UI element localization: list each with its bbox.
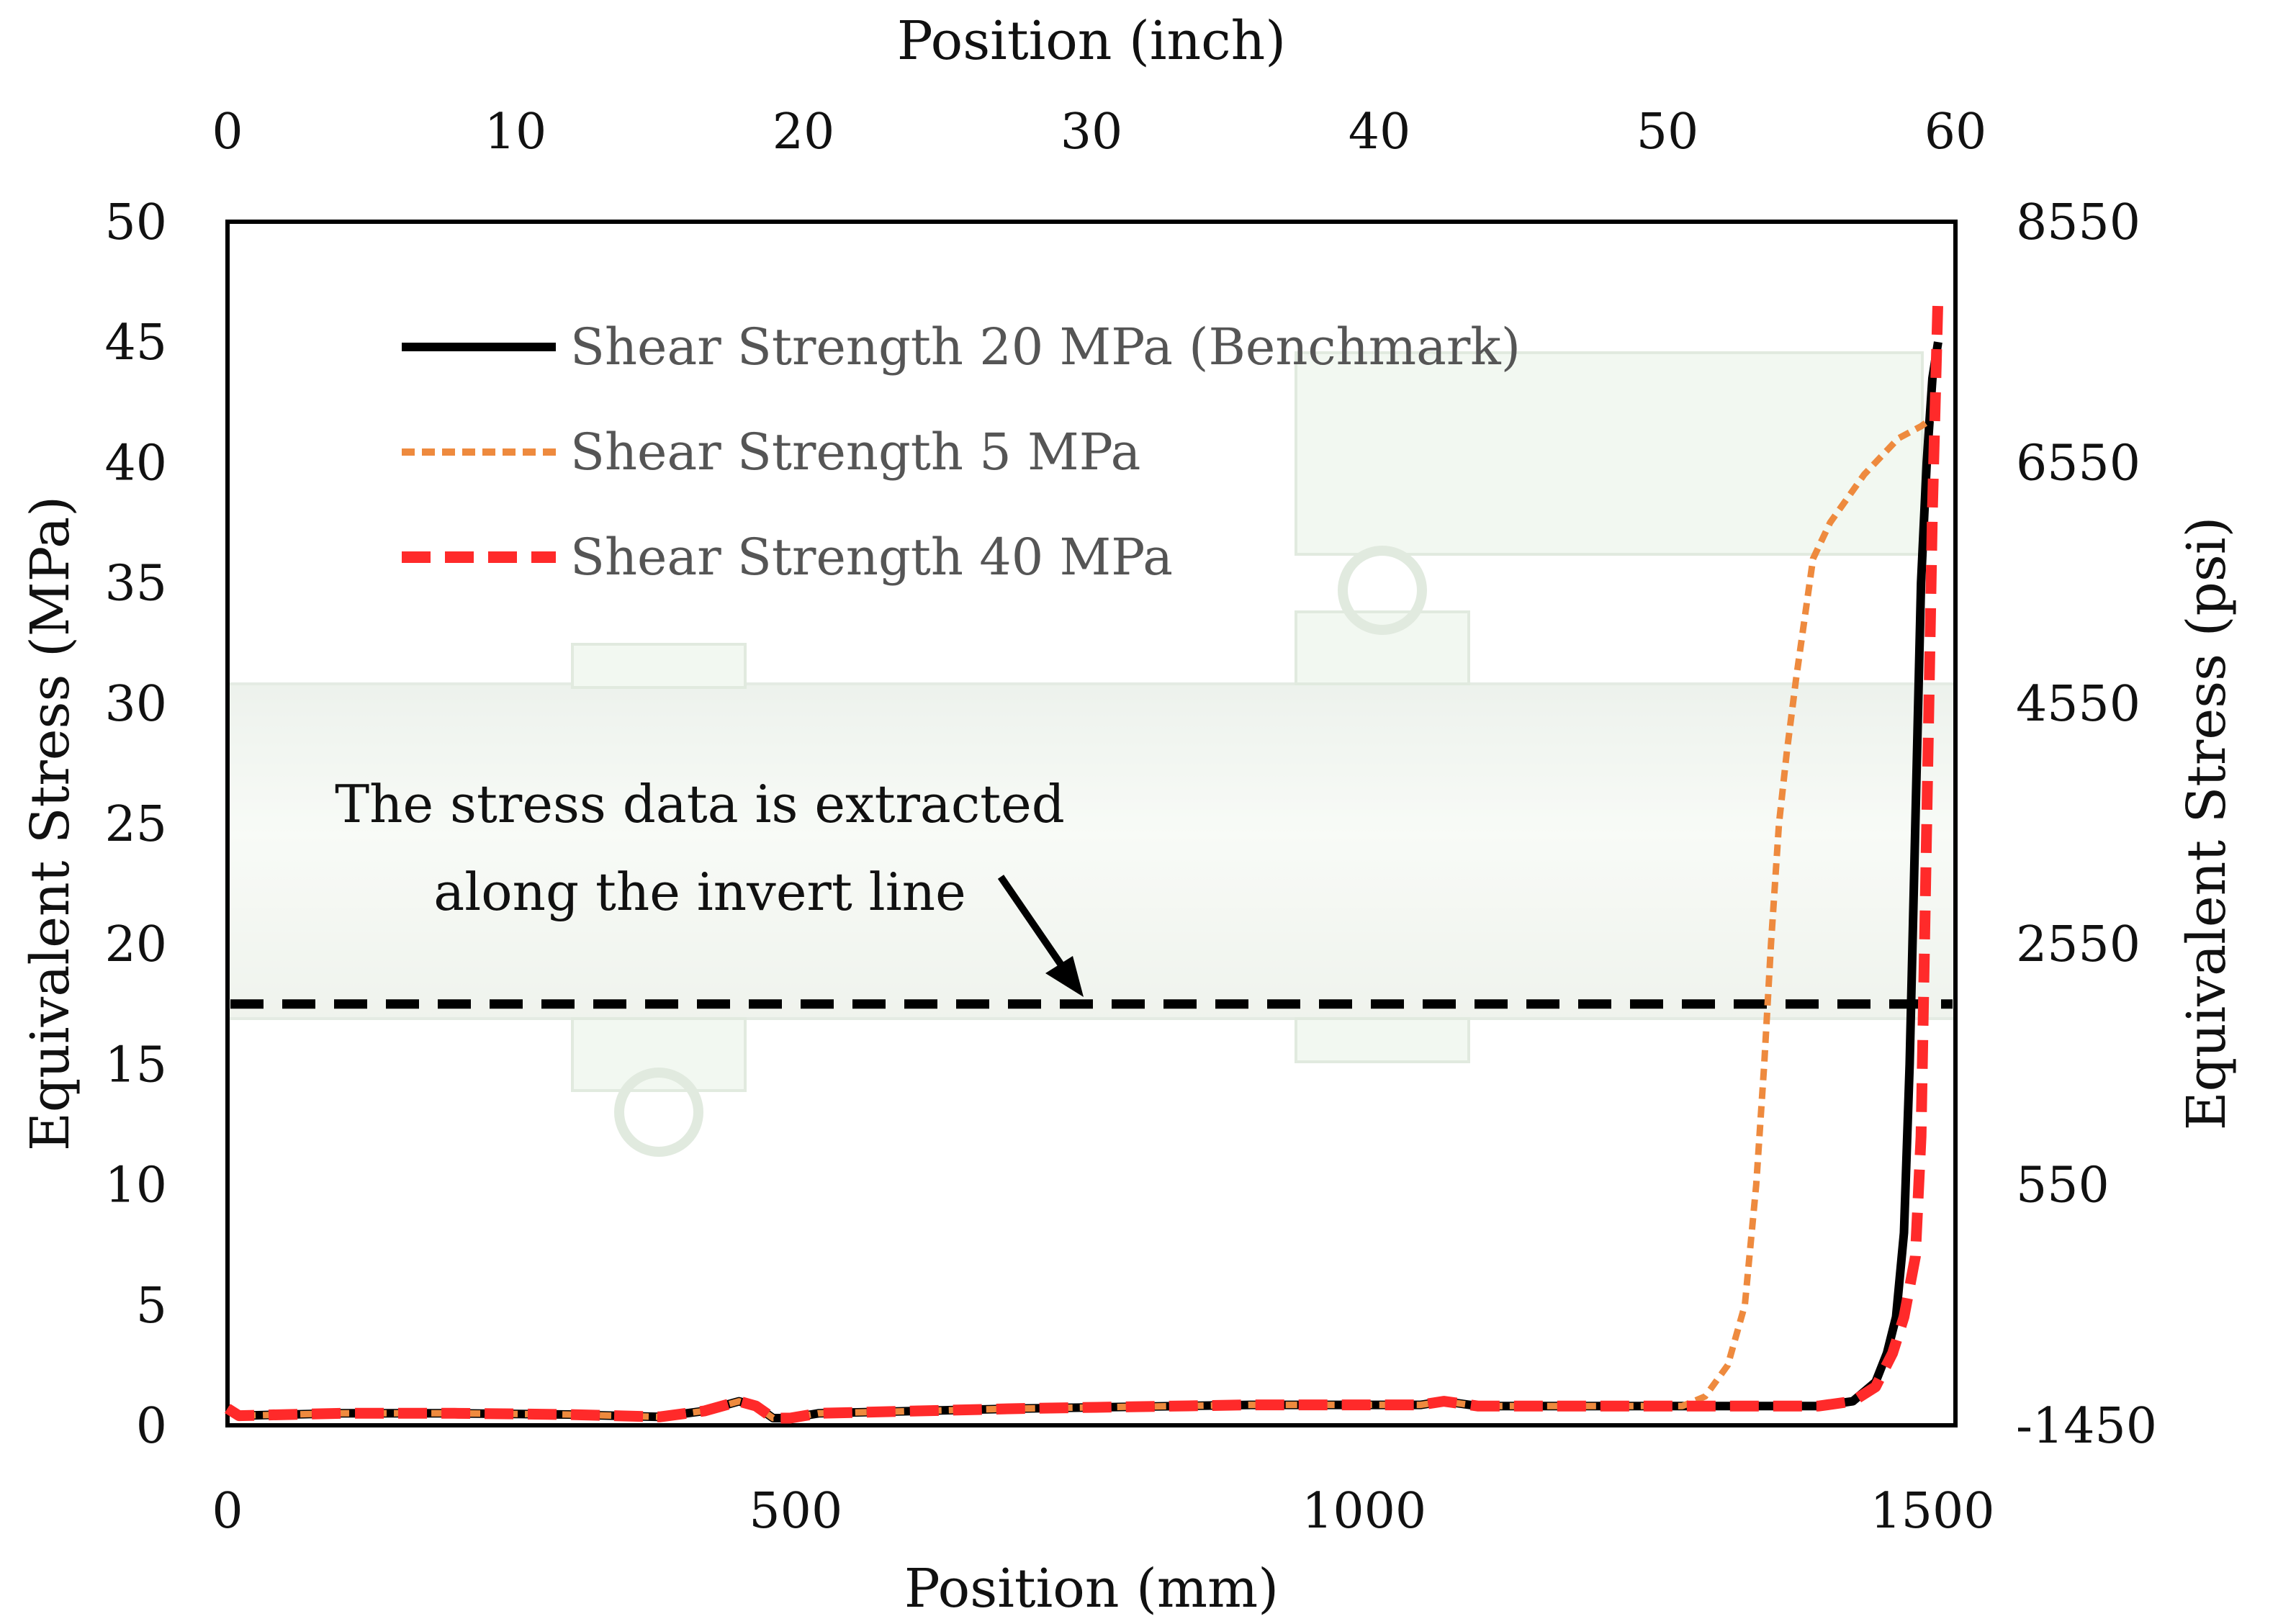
legend: Shear Strength 20 MPa (Benchmark) Shear … bbox=[402, 317, 1521, 587]
y2-tick-label: 8550 bbox=[2016, 194, 2140, 251]
plot-frame bbox=[225, 220, 1958, 1427]
y2-tick-label: 4550 bbox=[2016, 676, 2140, 733]
y-axis-left-ticks: 0 5 10 15 20 25 30 35 40 45 50 bbox=[104, 194, 167, 1455]
y-tick-label: 40 bbox=[104, 435, 167, 492]
annotation-text-line2: along the invert line bbox=[433, 862, 965, 922]
x-axis-bottom-ticks: 0 500 1000 1500 bbox=[212, 1483, 1994, 1540]
y-tick-label: 0 bbox=[136, 1398, 167, 1455]
legend-label-40mpa: Shear Strength 40 MPa bbox=[570, 528, 1173, 587]
y2-tick-label: -1450 bbox=[2016, 1398, 2157, 1455]
x2-tick-label: 50 bbox=[1637, 104, 1699, 161]
series-line-40mpa bbox=[224, 294, 1944, 1424]
y2-tick-label: 550 bbox=[2016, 1158, 2110, 1214]
y2-axis-title: Equivalent Stress (psi) bbox=[2176, 517, 2238, 1131]
x2-tick-label: 60 bbox=[1924, 104, 1987, 161]
y-tick-label: 35 bbox=[104, 556, 167, 613]
y-tick-label: 15 bbox=[104, 1037, 167, 1093]
y-axis-title: Equivalent Stress (MPa) bbox=[19, 496, 81, 1151]
x-tick-label: 500 bbox=[749, 1483, 842, 1540]
x-tick-label: 0 bbox=[212, 1483, 243, 1540]
y2-tick-label: 6550 bbox=[2016, 435, 2140, 492]
annotation-arrow bbox=[997, 875, 1084, 997]
legend-label-5mpa: Shear Strength 5 MPa bbox=[570, 423, 1140, 482]
y-tick-label: 10 bbox=[104, 1158, 167, 1214]
x2-tick-label: 30 bbox=[1061, 104, 1123, 161]
x-tick-label: 1500 bbox=[1870, 1483, 1994, 1540]
x2-tick-label: 40 bbox=[1349, 104, 1411, 161]
y-tick-label: 5 bbox=[136, 1278, 167, 1335]
load-plate-shape bbox=[1295, 351, 1924, 556]
y-tick-label: 45 bbox=[104, 315, 167, 371]
roller-lower-shape bbox=[614, 1068, 703, 1157]
series-layer bbox=[224, 294, 1944, 1424]
pipe-beam-shape bbox=[226, 682, 1957, 1020]
upper-support-left-shape bbox=[571, 643, 747, 689]
x2-tick-label: 20 bbox=[773, 104, 835, 161]
x-axis-top-ticks: 0 10 20 30 40 50 60 bbox=[212, 104, 1986, 161]
y-tick-label: 50 bbox=[104, 194, 167, 251]
lower-support-right-shape bbox=[1295, 1017, 1470, 1063]
y2-tick-label: 2550 bbox=[2016, 916, 2140, 973]
upper-support-right-shape bbox=[1295, 610, 1470, 685]
x-axis-title: Position (mm) bbox=[904, 1558, 1279, 1620]
y-tick-label: 30 bbox=[104, 676, 167, 733]
beam-setup-illustration bbox=[226, 351, 1957, 1157]
x2-tick-label: 0 bbox=[212, 104, 243, 161]
lower-support-left-shape bbox=[571, 1017, 747, 1092]
roller-upper-shape bbox=[1338, 546, 1427, 635]
y-tick-label: 20 bbox=[104, 916, 167, 973]
x2-axis-title: Position (inch) bbox=[897, 10, 1286, 72]
y-axis-right-ticks: -1450 550 2550 4550 6550 8550 bbox=[2016, 194, 2157, 1455]
x2-tick-label: 10 bbox=[485, 104, 547, 161]
y-tick-label: 25 bbox=[104, 796, 167, 853]
x-tick-label: 1000 bbox=[1302, 1483, 1426, 1540]
annotation-text-line1: The stress data is extracted bbox=[335, 774, 1065, 834]
legend-label-benchmark-20mpa: Shear Strength 20 MPa (Benchmark) bbox=[570, 317, 1521, 376]
